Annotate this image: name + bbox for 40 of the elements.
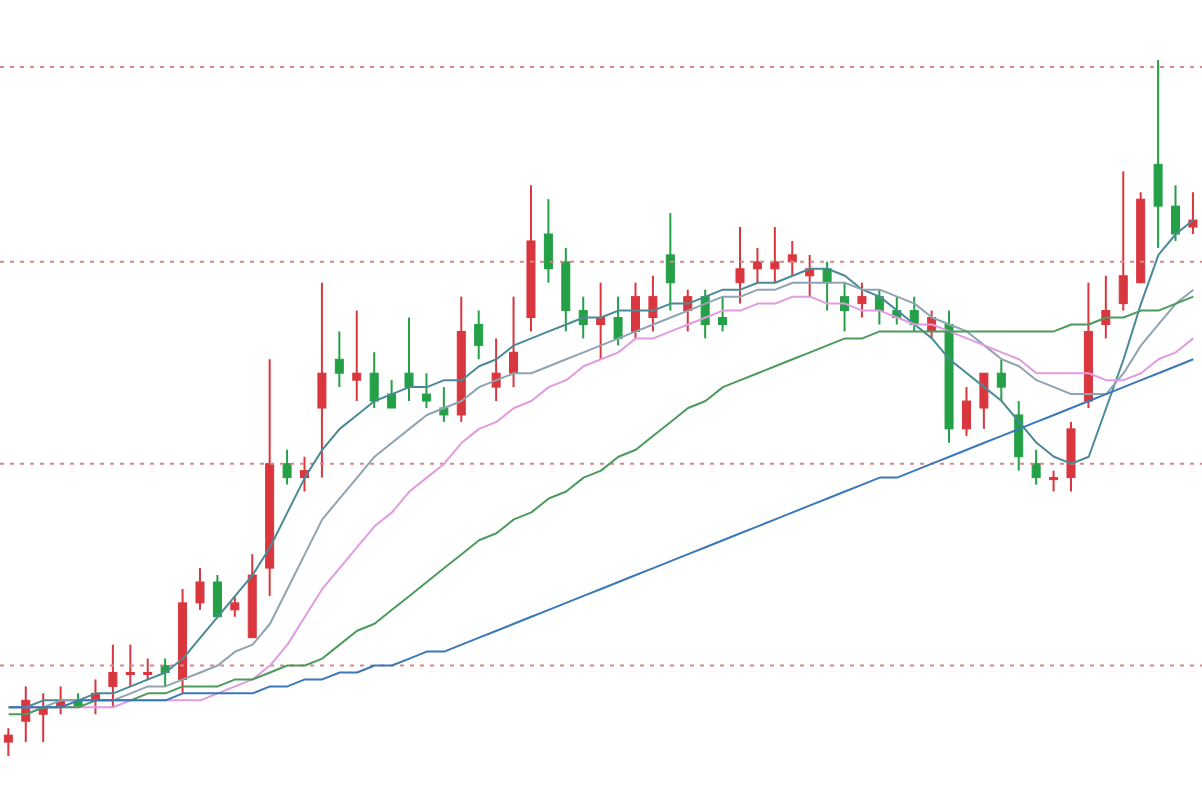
- candlestick: [787, 239, 797, 277]
- candlestick: [404, 316, 414, 403]
- candlestick: [1171, 184, 1181, 242]
- candlestick: [1031, 448, 1041, 486]
- candlestick: [665, 212, 675, 312]
- candlestick: [317, 281, 327, 479]
- candlestick: [334, 330, 344, 389]
- candlestick: [421, 372, 431, 409]
- candlestick: [543, 198, 553, 284]
- candlestick: [822, 260, 832, 312]
- candlestick: [1188, 191, 1198, 235]
- candlestick: [752, 246, 762, 284]
- candlestick: [143, 657, 153, 681]
- candlestick: [439, 386, 449, 423]
- candlestick: [718, 295, 728, 333]
- candlestick: [474, 309, 484, 361]
- candlestick: [3, 727, 13, 756]
- candlestick: [1118, 170, 1128, 312]
- candlestick: [1153, 60, 1163, 249]
- candlestick: [491, 337, 501, 403]
- candlestick: [212, 574, 222, 618]
- candlestick: [509, 295, 519, 389]
- candlestick: [770, 226, 780, 284]
- candlestick: [369, 351, 379, 409]
- candlestick: [996, 358, 1006, 403]
- candlestick: [630, 281, 640, 340]
- candlestick: [648, 274, 658, 333]
- candlestick: [230, 594, 240, 618]
- candlestick: [195, 567, 205, 611]
- candlestick: [961, 386, 971, 437]
- candlestick: [387, 379, 397, 409]
- candlestick: [282, 448, 292, 486]
- candlestick: [613, 295, 623, 347]
- candlestick: [352, 309, 362, 403]
- candlestick: [979, 372, 989, 430]
- candlestick: [1049, 469, 1059, 493]
- candlestick: [108, 643, 118, 709]
- candlestick: [857, 281, 867, 319]
- candlestick: [735, 226, 745, 305]
- candlestick: [125, 643, 135, 688]
